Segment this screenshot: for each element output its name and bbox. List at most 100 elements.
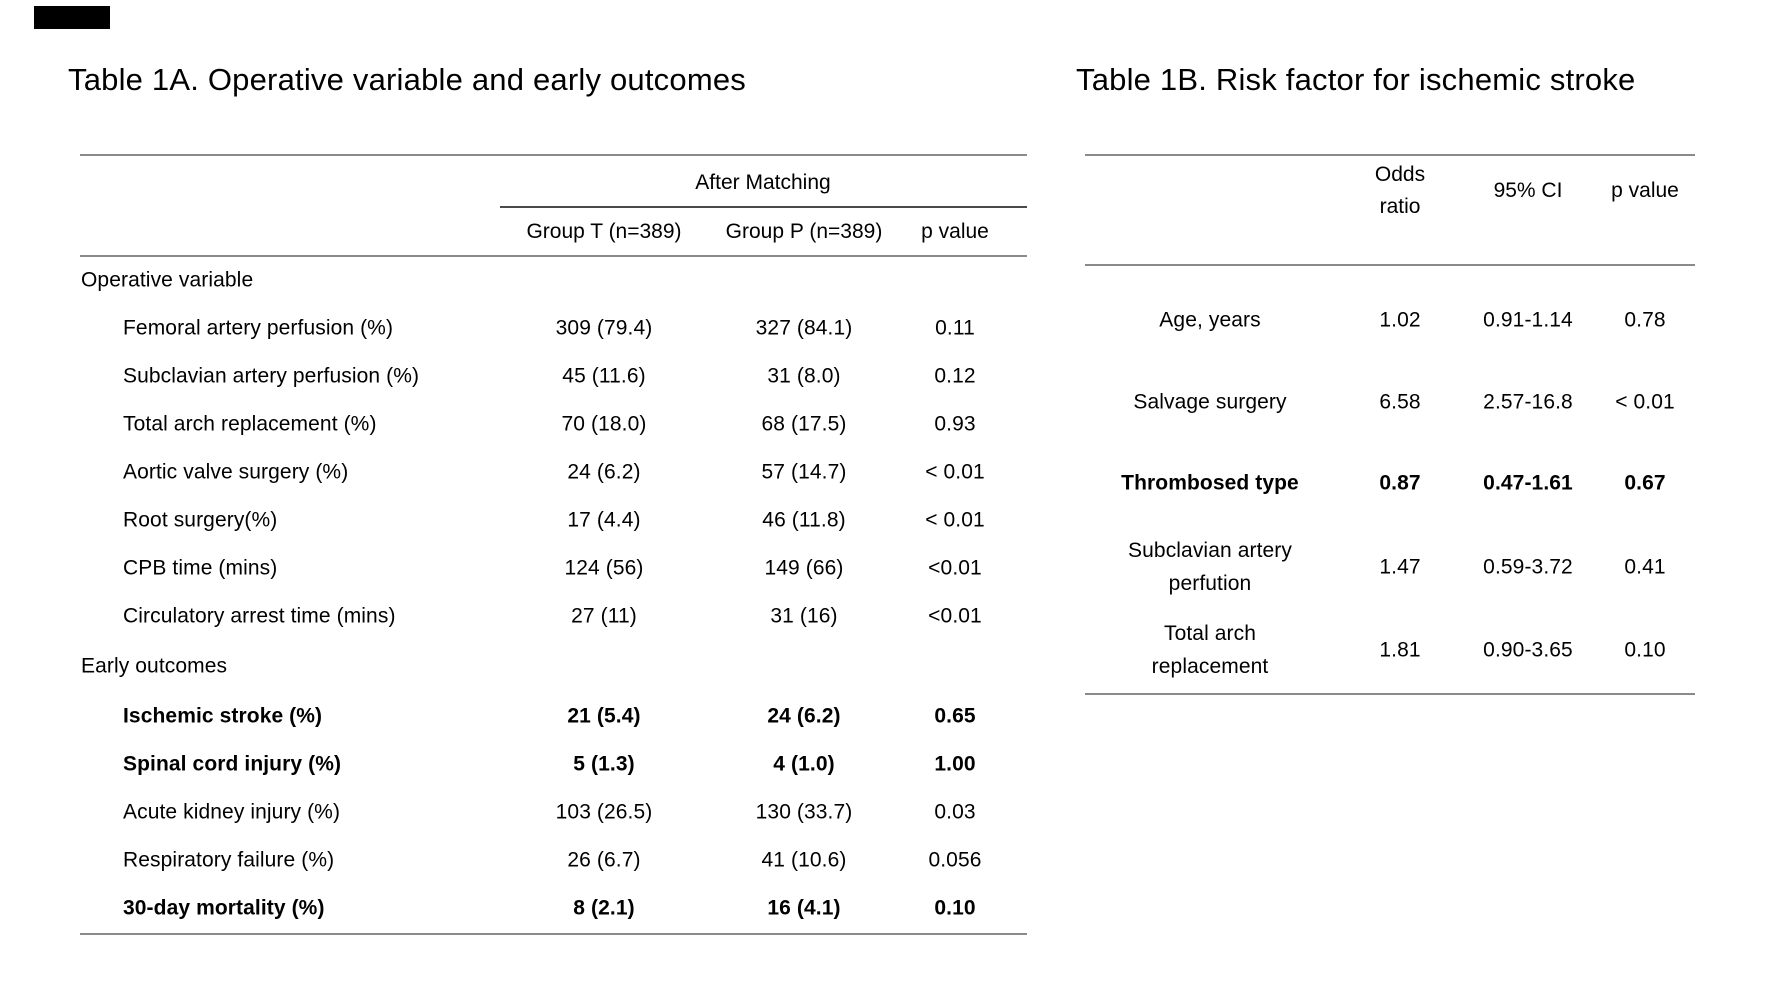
table-row: Root surgery(%) 17 (4.4) 46 (11.8) < 0.01 [0,502,1772,538]
row-value: 0.12 [934,364,976,388]
row-label: 30-day mortality (%) [123,896,325,920]
table-1b-col-p-value: p value [1611,179,1679,202]
table-1a-col-p-value: p value [921,220,989,243]
row-label: Femoral artery perfusion (%) [123,316,394,340]
table-row: Thrombosed type 0.87 0.47-1.61 0.67 [0,463,1772,503]
row-value: <0.01 [928,556,982,580]
table-1b-col-odds-ratio: Odds ratio [1374,163,1426,218]
row-value: < 0.01 [1615,390,1675,414]
table-row: Femoral artery perfusion (%) 309 (79.4) 32… [0,310,1772,346]
row-value: 16 (4.1) [767,896,841,920]
table-row: Spinal cord injury (%) 5 (1.3) 4 (1.0) 1.00 [0,746,1772,782]
row-value: 6.58 [1379,390,1421,414]
table-1a-title: Table 1A. Operative variable and early o… [68,62,746,97]
table-row: Total arch replacement (%) 70 (18.0) 68 (1… [0,406,1772,442]
row-value: 103 (26.5) [555,800,653,824]
table-row: Age, years 1.02 0.91-1.14 0.78 [0,300,1772,340]
table-1b-title: Table 1B. Risk factor for ischemic strok… [1076,62,1636,97]
row-value: 0.91-1.14 [1483,308,1573,332]
table-row: 30-day mortality (%) 8 (2.1) 16 (4.1) 0.10 [0,890,1772,926]
row-label: Spinal cord injury (%) [123,752,342,776]
row-value: 4 (1.0) [773,752,835,776]
table-row: Total arch replacement 1.81 0.90-3.65 0.10 [0,610,1772,690]
row-value: 149 (66) [764,556,844,580]
row-value: 0.78 [1624,308,1666,332]
table-row: Circulatory arrest time (mins) 27 (11) 31 … [0,598,1772,634]
row-value: < 0.01 [925,508,985,532]
row-value: 46 (11.8) [762,508,846,532]
table-1a-header-rule [80,255,1027,257]
row-label: CPB time (mins) [123,556,278,580]
row-value: 17 (4.4) [567,508,641,532]
row-value: 327 (84.1) [755,316,853,340]
table-row: Early outcomes [0,648,1772,684]
row-value: 27 (11) [571,604,637,628]
row-value: 31 (8.0) [767,364,841,388]
row-value: 21 (5.4) [567,704,641,728]
row-value: <0.01 [928,604,982,628]
table-1b-bottom-rule [1085,693,1695,695]
row-value: 1.00 [934,752,976,776]
row-value: 0.87 [1379,471,1421,495]
table-1a-col-group-p: Group P (n=389) [725,220,883,243]
table-row: Subclavian artery perfusion (%) 45 (11.6)… [0,358,1772,394]
row-value: 70 (18.0) [561,412,647,436]
table-1a-group-header-rule [500,206,1027,208]
row-value: 0.10 [934,896,976,920]
section-label: Operative variable [81,268,254,292]
row-label: Total arch replacement [1151,622,1269,678]
row-value: 0.03 [934,800,976,824]
section-label: Early outcomes [81,654,228,678]
row-value: 0.65 [934,704,976,728]
table-1b-col-95-ci: 95% CI [1493,179,1563,202]
row-value: 26 (6.7) [567,848,641,872]
row-value: < 0.01 [925,460,985,484]
row-value: 1.47 [1379,555,1421,579]
row-value: 31 (16) [770,604,838,628]
table-1a-col-group-t: Group T (n=389) [526,220,682,243]
row-label: Aortic valve surgery (%) [123,460,349,484]
row-value: 0.93 [934,412,976,436]
row-value: 124 (56) [564,556,644,580]
row-value: 0.47-1.61 [1483,471,1573,495]
row-value: 2.57-16.8 [1483,390,1573,414]
row-label: Ischemic stroke (%) [123,704,323,728]
table-1a-top-rule [80,154,1027,156]
row-value: 57 (14.7) [761,460,847,484]
row-label: Age, years [1159,308,1261,332]
row-value: 0.10 [1624,638,1666,662]
row-value: 0.056 [928,848,982,872]
table-row: Respiratory failure (%) 26 (6.7) 41 (10.6)… [0,842,1772,878]
row-label: Acute kidney injury (%) [123,800,341,824]
row-value: 130 (33.7) [755,800,853,824]
table-1b-header-rule [1085,264,1695,266]
row-label: Subclavian artery perfusion (%) [123,364,420,388]
row-value: 0.67 [1624,471,1666,495]
row-label: Salvage surgery [1133,390,1287,414]
table-row: CPB time (mins) 124 (56) 149 (66) <0.01 [0,550,1772,586]
row-value: 41 (10.6) [761,848,847,872]
corner-mark [34,6,110,29]
row-value: 0.59-3.72 [1483,555,1573,579]
row-value: 309 (79.4) [555,316,653,340]
table-row: Subclavian artery perfution 1.47 0.59-3.72… [0,527,1772,607]
row-value: 1.02 [1379,308,1421,332]
row-label: Thrombosed type [1121,471,1299,495]
row-value: 45 (11.6) [562,364,646,388]
row-value: 8 (2.1) [573,896,635,920]
row-value: 1.81 [1379,638,1421,662]
row-value: 0.90-3.65 [1483,638,1573,662]
row-value: 24 (6.2) [567,460,641,484]
row-label: Total arch replacement (%) [123,412,377,436]
table-row: Operative variable [0,262,1772,298]
row-value: 5 (1.3) [573,752,635,776]
table-row: Ischemic stroke (%) 21 (5.4) 24 (6.2) 0.65 [0,698,1772,734]
row-value: 0.11 [935,316,975,340]
row-label: Subclavian artery perfution [1128,539,1292,595]
table-1b-top-rule [1085,154,1695,156]
row-value: 0.41 [1624,555,1666,579]
table-1a-group-header: After Matching [695,171,831,194]
table-row: Aortic valve surgery (%) 24 (6.2) 57 (14.7… [0,454,1772,490]
table-row: Acute kidney injury (%) 103 (26.5) 130 (33… [0,794,1772,830]
